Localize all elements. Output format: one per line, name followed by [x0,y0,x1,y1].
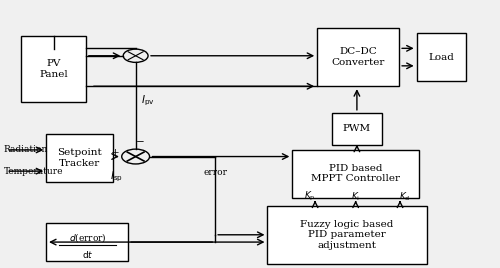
Text: $\mathrm{d}t$: $\mathrm{d}t$ [82,249,93,260]
FancyBboxPatch shape [22,36,86,102]
Text: Radiation: Radiation [4,146,48,154]
Text: Load: Load [428,53,454,62]
Text: Setpoint
Tracker: Setpoint Tracker [58,148,102,168]
Text: Fuzzy logic based
PID parameter
adjustment: Fuzzy logic based PID parameter adjustme… [300,220,394,250]
Text: PWM: PWM [343,124,371,133]
Text: error: error [203,168,227,177]
FancyBboxPatch shape [416,33,467,81]
Text: DC–DC
Converter: DC–DC Converter [332,47,385,67]
FancyBboxPatch shape [46,134,114,182]
Text: −: − [136,138,144,147]
Text: Temperature: Temperature [4,167,64,176]
FancyBboxPatch shape [332,113,382,145]
Text: +: + [110,148,119,157]
Text: $d$(error): $d$(error) [68,231,106,244]
Text: $I_\mathrm{pv}$: $I_\mathrm{pv}$ [140,93,154,108]
Text: PID based
MPPT Controller: PID based MPPT Controller [311,164,400,184]
Text: $K_\mathrm{p}$: $K_\mathrm{p}$ [304,190,316,203]
Text: $K_\mathrm{d}$: $K_\mathrm{d}$ [400,191,410,203]
FancyBboxPatch shape [317,28,399,86]
FancyBboxPatch shape [292,150,419,198]
Text: $K_\mathrm{i}$: $K_\mathrm{i}$ [351,191,360,203]
FancyBboxPatch shape [46,223,128,261]
Text: $I_\mathrm{sp}$: $I_\mathrm{sp}$ [110,169,124,184]
Text: PV
Panel: PV Panel [39,59,68,79]
FancyBboxPatch shape [268,206,426,264]
